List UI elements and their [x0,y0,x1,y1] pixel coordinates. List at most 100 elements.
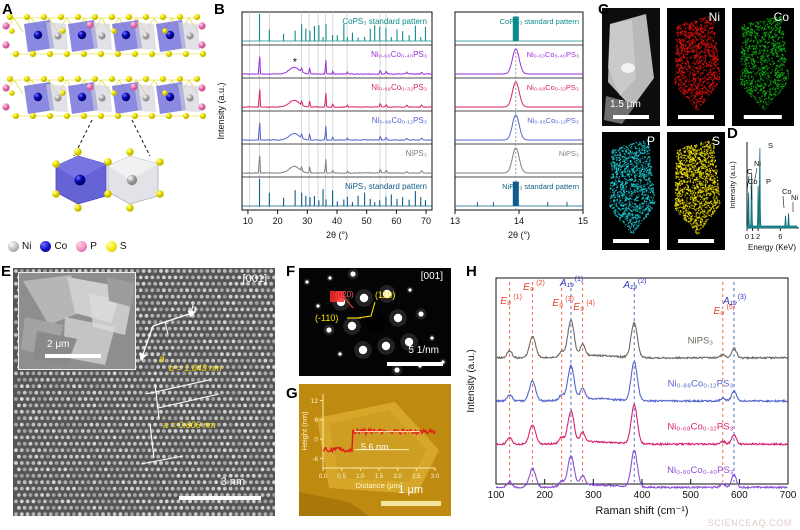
svg-text:CoPS₃ standard pattern: CoPS₃ standard pattern [500,17,579,26]
svg-text:60: 60 [391,216,401,226]
panel-a-legend: Ni Co P S [8,241,127,252]
panel-a-label: A [2,1,13,18]
svg-text:10: 10 [243,216,253,226]
p-map-image [602,132,660,250]
svg-text:50: 50 [362,216,372,226]
hrtem-scalebar-label: 3 nm [220,476,245,488]
hrtem-zone-axis-label: [001] [242,273,267,285]
panel-c-label: C [598,1,609,18]
legend-item-s: S [105,241,127,252]
saed-index-020: (020) [335,290,354,299]
svg-text:30: 30 [302,216,312,226]
crystal-structure-drawing [2,13,207,212]
sem-inset-scalebar [45,354,101,358]
svg-text:Ni₀.₆₀Co₀.₄₀PS₃: Ni₀.₆₀Co₀.₄₀PS₃ [527,50,579,59]
svg-text:2θ (°): 2θ (°) [508,230,530,240]
haadf-scalebar [613,115,649,119]
panel-b-xrd: B 10 20 30 40 50 60 70 2θ (°) Intensity (a.u.) Co… [212,0,595,262]
eds-map-label-co: Co [773,10,789,24]
ni-atom-icon [8,241,19,252]
sem-inset-scalebar-label: 2 μm [47,339,70,350]
hrtem-scalebar [179,496,261,500]
legend-label-ni: Ni [22,241,32,252]
panel-d-eds-spectrum: D 0 1 2 6 Energy (KeV) Intensity (a.u.) S Ni C Co… [727,125,799,256]
eds-map-label-p: P [646,134,655,148]
panel-a-crystal-structure: A Ni Co P S [0,0,212,262]
panel-e-label: E [1,263,12,280]
panel-h-label: H [466,263,477,280]
panel-h-raman: H 100 200 300 400 500 600 700 Raman shift (cm⁻¹… [462,262,800,530]
saed-scalebar-label: 5 1/nm [408,345,439,356]
svg-text:14: 14 [514,216,524,226]
eds-map-ni: Ni [667,8,725,126]
saed-spot-020-marker [330,291,344,302]
hrtem-lattice-b-label: b = 1.043 nm [169,363,222,373]
afm-scalebar [381,501,441,506]
haadf-scalebar-label: 1.5 μm [610,99,641,110]
svg-text:2θ (°): 2θ (°) [326,230,348,240]
hrtem-lattice-image: 2 μm [001] a b b = 1.043 nm a = 0.606 nm… [13,268,275,516]
legend-item-co: Co [40,241,67,252]
eds-map-p: P [602,132,660,250]
s-map-image [667,132,725,250]
legend-label-co: Co [54,241,68,252]
svg-text:NiPS₃: NiPS₃ [406,149,427,158]
svg-text:Ni₀.₈₈Co₀.₁₂PS₃: Ni₀.₈₈Co₀.₁₂PS₃ [372,116,427,125]
panel-b-label: B [214,1,225,18]
svg-text:13: 13 [450,216,460,226]
svg-text:CoPS₃ standard pattern: CoPS₃ standard pattern [342,17,427,26]
sem-inset-image: 2 μm [18,272,136,370]
svg-text:Ni₀.₆₈Co₀.₃₂PS₃: Ni₀.₆₈Co₀.₃₂PS₃ [371,83,427,92]
saed-scalebar [387,362,443,366]
eds-map-label-s: S [711,134,720,148]
panel-c-eds-maps: C 1.5 μm Ni Co P [597,0,800,262]
hrtem-lattice-a-label: a = 0.606 nm [163,420,216,430]
xrd-plot: 10 20 30 40 50 60 70 2θ (°) Intensity (a.u.) CoPS… [216,11,588,240]
saed-zone-axis-label: [001] [420,271,443,282]
afm-image: -6 0 6 12 0.0 0.5 1.0 1.5 2.0 2.5 3.0 Distance (μm)… [299,384,451,516]
afm-step-height-label: 5.6 nm [361,442,389,452]
svg-text:Intensity (a.u.): Intensity (a.u.) [216,82,226,139]
sem-inset-svg [19,273,135,369]
eds-map-label-ni: Ni [708,10,720,24]
legend-item-p: P [76,241,97,252]
legend-label-s: S [119,241,127,252]
legend-item-ni: Ni [8,241,31,252]
legend-label-p: P [90,241,97,252]
eds-map-co: Co [732,8,794,126]
svg-text:NiPS₃ standard pattern: NiPS₃ standard pattern [345,182,427,191]
afm-scalebar-label: 1 μm [398,484,423,496]
co-map-scalebar [743,115,783,119]
co-atom-icon [40,241,52,252]
panel-g-afm: G -6 0 6 12 0.0 0.5 1.0 1.5 2.0 2.5 3.0 Distance (μ… [286,382,458,528]
svg-text:NiPS₃: NiPS₃ [559,149,579,158]
panel-e-hrtem: E 2 μm [001] [0,262,285,530]
haadf-image [602,8,660,126]
eds-map-s: S [667,132,725,250]
eds-map-haadf: 1.5 μm [602,8,660,126]
s-atom-icon [105,241,117,252]
panel-f-saed: F (020) (110) (-110) 5 1/nm [001] [286,262,458,382]
svg-text:Ni₀.₈₈Co₀.₁₂PS₃: Ni₀.₈₈Co₀.₁₂PS₃ [527,116,579,125]
svg-text:Ni₀.₆₈Co₀.₃₂PS₃: Ni₀.₆₈Co₀.₃₂PS₃ [527,83,579,92]
ni-map-scalebar [678,115,714,119]
saed-index-minus110: (-110) [315,313,339,323]
saed-pattern-image: (020) (110) (-110) 5 1/nm [001] [299,268,451,376]
watermark: SCIENCEAQ.COM [707,518,792,528]
p-map-scalebar [613,239,649,243]
panel-d-label: D [727,125,738,142]
saed-svg [299,268,451,376]
svg-text:*: * [293,56,298,68]
hrtem-annotations [139,310,220,465]
panel-g-label: G [286,385,298,402]
svg-text:70: 70 [421,216,431,226]
hrtem-axis-b-label: b [191,304,197,315]
saed-index-110: (110) [375,290,396,300]
svg-text:Ni₀.₆₀Co₀.₄₀PS₃: Ni₀.₆₀Co₀.₄₀PS₃ [371,50,427,59]
co-map-image [732,8,794,126]
svg-text:15: 15 [578,216,588,226]
